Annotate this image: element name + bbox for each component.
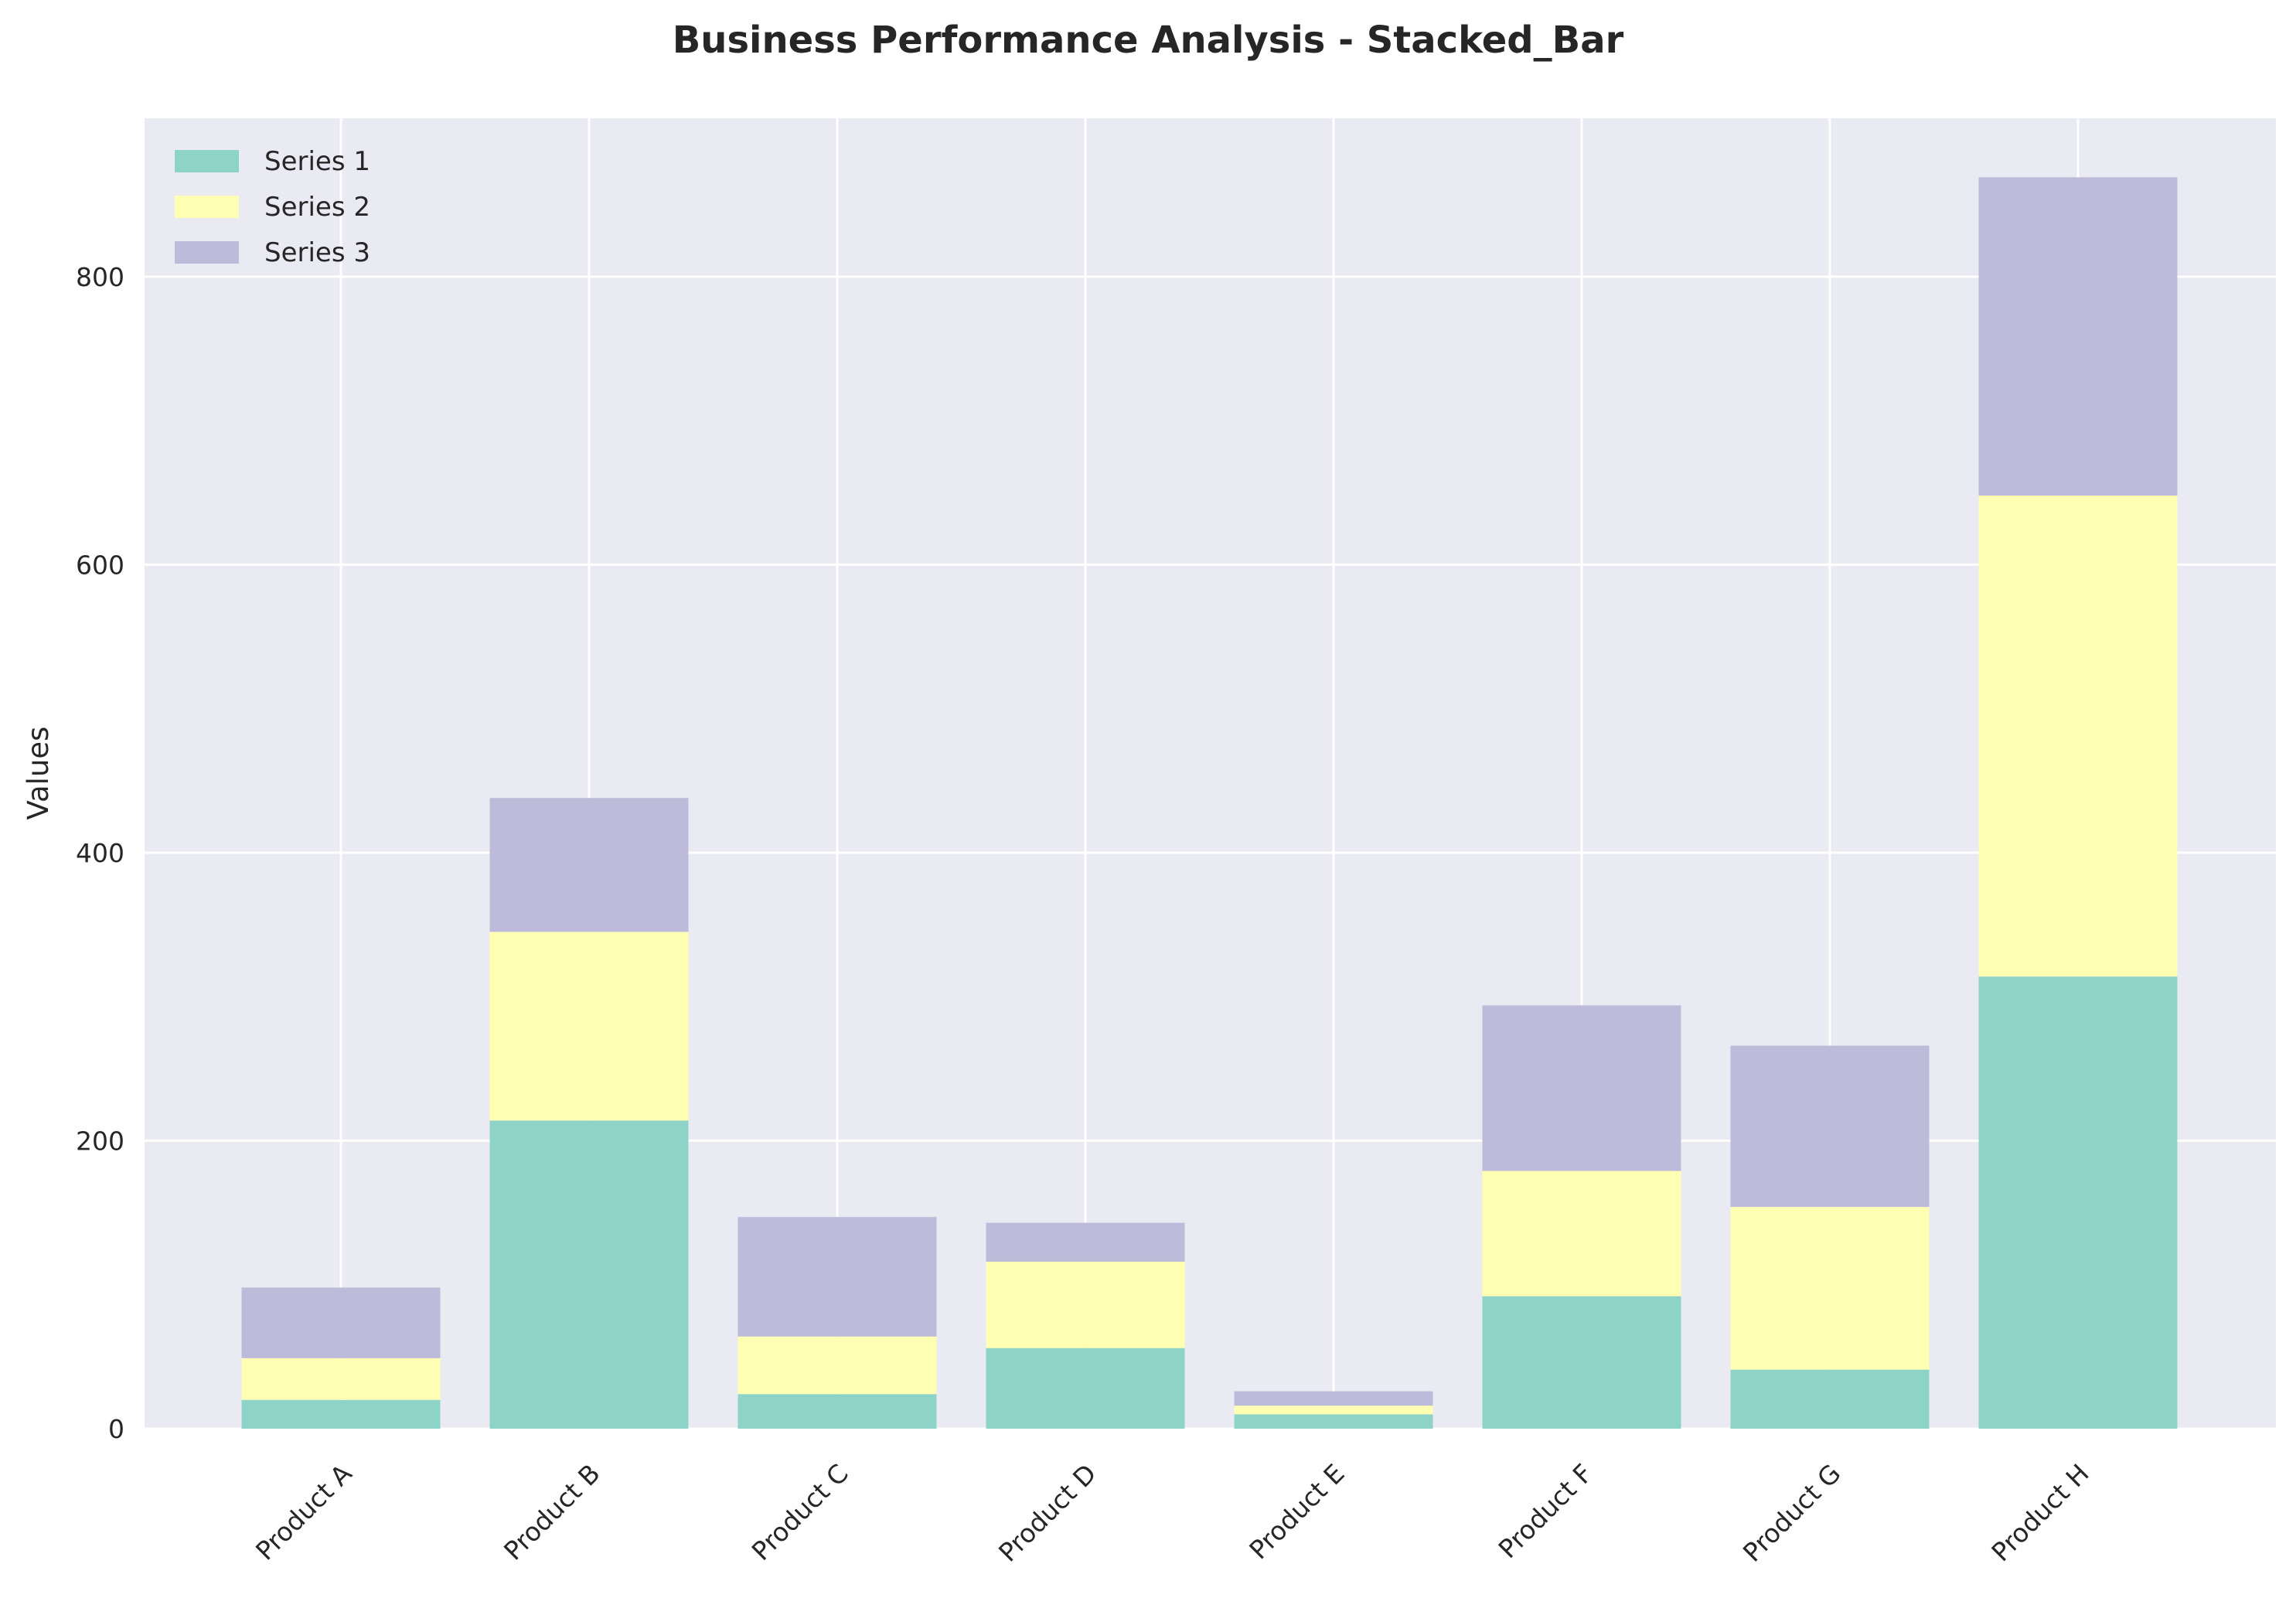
legend: Series 1 Series 2 Series 3: [175, 146, 370, 268]
bar-segment-series-3: [1482, 1005, 1681, 1171]
bar-segment-series-2: [241, 1358, 441, 1400]
x-tick-labels: Product A Product B Product C Product D Prod…: [250, 1458, 2095, 1568]
legend-swatch-series-2: [175, 196, 239, 218]
x-tick-label: Product C: [746, 1458, 854, 1566]
bar-segment-series-1: [738, 1394, 937, 1429]
y-tick-label: 800: [76, 262, 124, 292]
x-gridlines: [339, 118, 2080, 1429]
bar-segment-series-2: [1978, 496, 2178, 977]
x-tick-label: Product H: [1986, 1458, 2095, 1567]
x-tick-label: Product E: [1243, 1458, 1350, 1565]
x-tick-label: Product A: [250, 1458, 358, 1566]
bar-segment-series-3: [1978, 177, 2178, 496]
bar-segment-series-2: [986, 1261, 1185, 1348]
x-tick-label: Product B: [498, 1458, 606, 1566]
bar-segment-series-2: [1730, 1207, 1930, 1370]
bar-segment-series-2: [1234, 1405, 1433, 1415]
bar-segment-series-3: [986, 1222, 1185, 1262]
bar-segment-series-1: [1234, 1414, 1433, 1429]
legend-label: Series 2: [264, 192, 370, 223]
x-tick-label: Product F: [1493, 1458, 1599, 1564]
bar-segment-series-2: [489, 932, 689, 1121]
y-tick-label: 600: [76, 550, 124, 580]
chart-title: Business Performance Analysis - Stacked_…: [673, 19, 1624, 62]
bar-segment-series-1: [986, 1348, 1185, 1429]
plot-area: [145, 118, 2276, 1429]
bar-segment-series-2: [1482, 1170, 1681, 1296]
legend-swatch-series-3: [175, 241, 239, 264]
bar-segment-series-3: [241, 1287, 441, 1358]
bar-segment-series-3: [738, 1217, 937, 1337]
legend-swatch-series-1: [175, 150, 239, 172]
y-axis-label: Values: [22, 727, 55, 820]
legend-label: Series 1: [264, 146, 370, 177]
bar-segment-series-3: [489, 798, 689, 932]
bar-segment-series-3: [1730, 1045, 1930, 1208]
y-tick-labels: 0 200 400 600 800: [76, 262, 124, 1444]
y-tick-label: 200: [76, 1126, 124, 1156]
bar-segment-series-2: [738, 1336, 937, 1395]
bar-segment-series-1: [489, 1120, 689, 1429]
bar-segment-series-1: [1730, 1369, 1930, 1429]
legend-label: Series 3: [264, 237, 370, 268]
y-tick-label: 400: [76, 838, 124, 868]
x-tick-label: Product G: [1737, 1458, 1847, 1568]
bar-segment-series-1: [241, 1399, 441, 1429]
bars: [241, 177, 2178, 1429]
bar-segment-series-1: [1482, 1296, 1681, 1429]
bar-segment-series-1: [1978, 976, 2178, 1429]
x-tick-label: Product D: [993, 1458, 1102, 1568]
bar-segment-series-3: [1234, 1391, 1433, 1406]
y-tick-label: 0: [108, 1414, 124, 1444]
